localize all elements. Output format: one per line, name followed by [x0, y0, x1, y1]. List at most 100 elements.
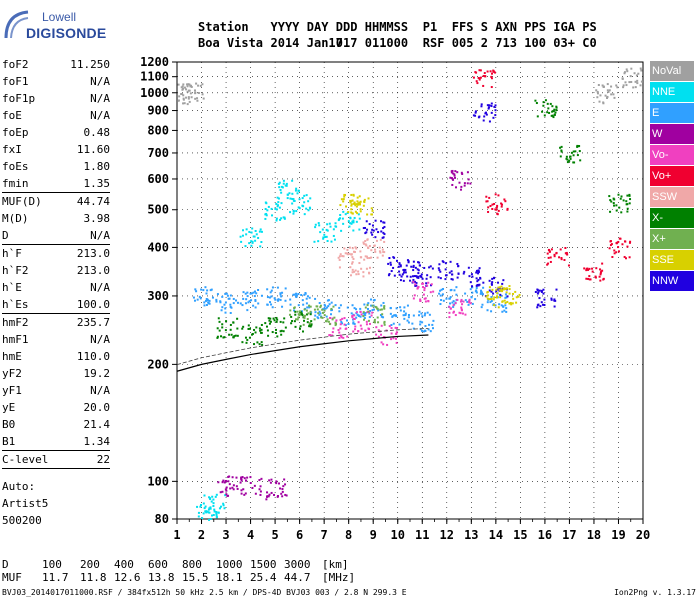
data-point-nnw	[402, 271, 405, 274]
data-point-vo-	[484, 75, 487, 78]
data-point-nnw	[457, 265, 460, 268]
data-point-vo-	[448, 316, 451, 319]
data-point-x-	[309, 325, 312, 328]
data-point-w	[458, 181, 461, 184]
data-point-vo-	[479, 69, 482, 72]
data-point-w	[266, 495, 269, 498]
data-point-nnw	[490, 290, 493, 293]
data-point-e	[505, 310, 508, 313]
data-point-e	[221, 306, 224, 309]
data-point-vo-	[490, 75, 493, 78]
data-point-sse	[500, 288, 503, 291]
param-value: N/A	[90, 109, 110, 122]
data-point-x-	[371, 304, 374, 307]
data-point-nnw	[426, 274, 429, 277]
data-point-e	[431, 323, 434, 326]
data-point-vo-	[628, 241, 631, 244]
data-point-nne	[326, 223, 329, 226]
data-point-nnw	[542, 288, 545, 291]
data-point-w	[461, 172, 464, 175]
data-point-w	[228, 475, 231, 478]
data-point-vo-	[382, 336, 385, 339]
data-point-sse	[501, 290, 504, 293]
data-point-nne	[325, 235, 328, 238]
param-name: foEs	[2, 160, 29, 173]
data-point-e	[223, 303, 226, 306]
data-point-vo-	[456, 298, 459, 301]
data-point-e	[239, 302, 242, 305]
data-point-w	[467, 178, 470, 181]
data-point-x-	[383, 307, 386, 310]
param-value: N/A	[90, 92, 110, 105]
data-point-nnw	[382, 227, 385, 230]
data-point-vo-	[414, 283, 417, 286]
data-point-e	[494, 304, 497, 307]
data-point-e	[328, 303, 331, 306]
data-point-x-	[242, 325, 245, 328]
param-row: foE N/A	[2, 107, 110, 124]
data-point-nnw	[366, 228, 369, 231]
data-point-vo-	[601, 262, 604, 265]
data-point-nne	[275, 217, 278, 220]
data-point-x-	[303, 316, 306, 319]
data-point-e	[244, 292, 247, 295]
data-point-vo-	[504, 200, 507, 203]
data-point-nnw	[417, 276, 420, 279]
data-point-nnw	[389, 261, 392, 264]
param-name: foF1	[2, 75, 29, 88]
data-point-noval	[197, 92, 200, 95]
data-point-x-	[306, 321, 309, 324]
data-point-w	[235, 485, 238, 488]
param-name: yE	[2, 401, 16, 414]
data-point-nnw	[477, 284, 480, 287]
data-point-noval	[606, 97, 609, 100]
data-point-noval	[193, 89, 196, 92]
data-point-vo-	[343, 323, 346, 326]
data-point-x-	[610, 200, 613, 203]
data-point-e	[475, 286, 478, 289]
data-point-x-	[362, 314, 365, 317]
data-point-sse	[350, 211, 353, 214]
data-point-w	[456, 171, 459, 174]
data-point-nnw	[371, 228, 374, 231]
data-point-e	[208, 299, 211, 302]
y-tick-label: 400	[147, 240, 169, 254]
data-point-e	[419, 320, 422, 323]
data-point-x-	[612, 202, 615, 205]
data-point-e	[452, 305, 455, 308]
data-point-e	[209, 289, 212, 292]
data-point-x-	[566, 161, 569, 164]
data-point-noval	[623, 71, 626, 74]
data-point-vo-	[371, 311, 374, 314]
data-point-nne	[314, 223, 317, 226]
data-point-w	[455, 186, 458, 189]
data-point-x-	[298, 327, 301, 330]
data-point-e	[280, 295, 283, 298]
data-point-x-	[326, 318, 329, 321]
data-point-e	[270, 289, 273, 292]
data-point-ssw	[354, 269, 357, 272]
data-point-ssw	[363, 258, 366, 261]
data-point-e	[274, 298, 277, 301]
x-tick-label: 1	[173, 528, 181, 542]
param-row: foF1 N/A	[2, 73, 110, 90]
data-point-e	[404, 312, 407, 315]
data-point-ssw	[362, 275, 365, 278]
data-point-e	[424, 312, 427, 315]
data-point-nnw	[406, 259, 409, 262]
muf-value: 25.4	[250, 571, 277, 584]
data-point-nne	[292, 198, 295, 201]
data-point-sse	[499, 296, 502, 299]
data-point-sse	[488, 298, 491, 301]
data-point-x-	[291, 320, 294, 323]
data-point-e	[407, 316, 410, 319]
data-point-x-	[572, 154, 575, 157]
data-point-noval	[625, 84, 628, 87]
data-point-sse	[343, 193, 346, 196]
data-point-nne	[260, 230, 263, 233]
data-point-e	[293, 293, 296, 296]
data-point-x-	[569, 155, 572, 158]
data-point-e	[403, 317, 406, 320]
data-point-noval	[186, 103, 189, 106]
data-point-e	[419, 328, 422, 331]
